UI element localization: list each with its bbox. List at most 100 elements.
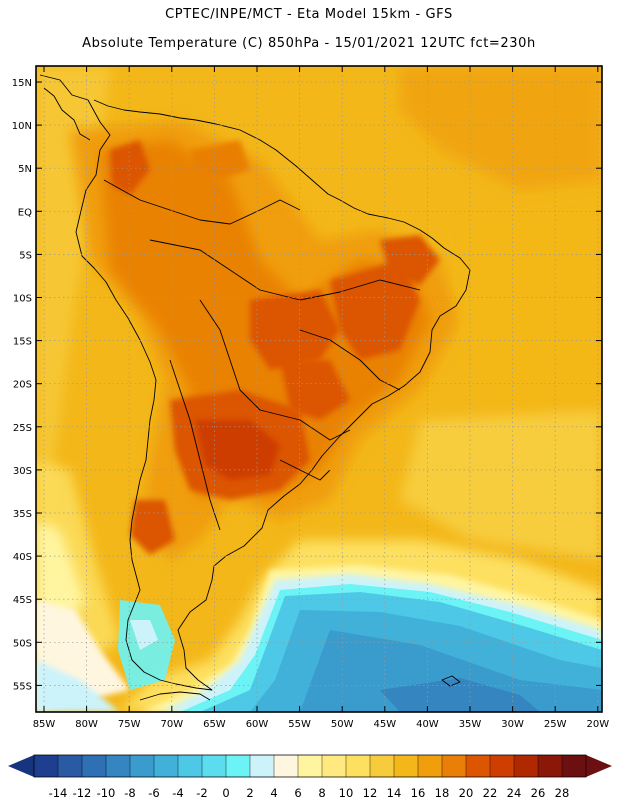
lat-label: 5S xyxy=(19,250,32,261)
colorbar-segment xyxy=(321,754,347,778)
axis-ticks xyxy=(36,66,602,712)
lon-label: 50W xyxy=(331,719,354,730)
colorbar-segment xyxy=(345,754,371,778)
border-uruguay xyxy=(279,459,331,481)
border-andes xyxy=(169,359,221,531)
field-hot-east-brazil xyxy=(330,260,420,360)
lon-label: 80W xyxy=(75,719,98,730)
colorbar-segment xyxy=(249,754,275,778)
border-brazil-states xyxy=(299,329,401,391)
lat-label: 45S xyxy=(13,595,32,606)
lat-label: 55S xyxy=(13,681,32,692)
lat-label: 15N xyxy=(12,78,32,89)
field-hot-andes-south xyxy=(130,500,175,555)
lon-label: 25W xyxy=(544,719,567,730)
colorbar-segment xyxy=(465,754,491,778)
lon-label: 70W xyxy=(160,719,183,730)
field-north-atlantic xyxy=(400,66,602,190)
colorbar-label: 18 xyxy=(435,786,450,800)
colorbar-segment xyxy=(393,754,419,778)
field-hot-colombia xyxy=(110,140,150,195)
lat-label: EQ xyxy=(18,207,32,218)
field-hot-central-brazil xyxy=(250,290,340,370)
latitude-axis: 15N 10N 5N EQ 5S 10S 15S 20S 25S 30S 35S… xyxy=(12,78,32,692)
coastline-falklands xyxy=(441,675,461,687)
colorbar-label: 24 xyxy=(507,786,522,800)
colorbar-segment xyxy=(489,754,515,778)
colorbar-segment xyxy=(81,754,107,778)
colorbar-label: -6 xyxy=(148,786,159,800)
colorbar-label: 14 xyxy=(387,786,402,800)
map-title-line2: Absolute Temperature (C) 850hPa - 15/01/… xyxy=(82,36,536,51)
colorbar-segments xyxy=(33,754,587,778)
lon-label: 55W xyxy=(288,719,311,730)
coastline-south-america xyxy=(39,74,471,691)
lat-label: 30S xyxy=(13,466,32,477)
lat-label: 10S xyxy=(13,294,32,305)
lon-label: 45W xyxy=(373,719,396,730)
field-hot-venezuela xyxy=(190,140,250,180)
colorbar-segment xyxy=(369,754,395,778)
colorbar-segment xyxy=(417,754,443,778)
colorbar-frame xyxy=(33,754,587,778)
lon-label: 65W xyxy=(203,719,226,730)
lon-label: 35W xyxy=(459,719,482,730)
colorbar-segment xyxy=(273,754,299,778)
colorbar-label: 20 xyxy=(459,786,474,800)
temperature-field xyxy=(36,66,602,712)
map-title-line1: CPTEC/INPE/MCT - Eta Model 15km - GFS xyxy=(165,7,453,22)
colorbar-label: 10 xyxy=(339,786,354,800)
lat-label: 15S xyxy=(13,337,32,348)
lon-label: 85W xyxy=(33,719,56,730)
lon-label: 60W xyxy=(246,719,269,730)
coastlines xyxy=(39,74,471,701)
border-paraguay xyxy=(199,299,351,441)
colorbar-label: 28 xyxy=(555,786,570,800)
colorbar-label: 6 xyxy=(294,786,301,800)
field-hot-northeast xyxy=(380,235,440,285)
colorbar-segment xyxy=(153,754,179,778)
colorbar-label: 4 xyxy=(270,786,277,800)
field-extreme-chaco xyxy=(195,420,280,480)
colorbar-label: -12 xyxy=(73,786,92,800)
lat-label: 10N xyxy=(12,121,32,132)
colorbar-label: -8 xyxy=(124,786,135,800)
colorbar-segment xyxy=(561,754,587,778)
colorbar-segment xyxy=(537,754,563,778)
border-north xyxy=(103,179,301,225)
lat-label: 50S xyxy=(13,638,32,649)
colorbar-label: 12 xyxy=(363,786,378,800)
colorbar-label: -2 xyxy=(196,786,207,800)
field-atlantic-mid xyxy=(450,200,602,430)
field-hot-south-central xyxy=(280,360,350,420)
colorbar-segment xyxy=(57,754,83,778)
colorbar-labels: -14 -12 -10 -8 -6 -4 -2 0 2 4 6 8 10 12 … xyxy=(49,786,570,800)
colorbar-under-arrow xyxy=(8,755,34,777)
colorbar-segment xyxy=(513,754,539,778)
colorbar-segment xyxy=(129,754,155,778)
field-sw-colder xyxy=(36,660,120,712)
colorbar-label: -4 xyxy=(172,786,183,800)
colorbar-segment xyxy=(297,754,323,778)
lon-label: 20W xyxy=(586,719,609,730)
colorbar-segment xyxy=(441,754,467,778)
colorbar-segment xyxy=(201,754,227,778)
colorbar-segment xyxy=(33,754,59,778)
lon-label: 75W xyxy=(118,719,141,730)
lat-label: 35S xyxy=(13,509,32,520)
coastline-central-america xyxy=(43,87,91,141)
colorbar-label: 16 xyxy=(411,786,426,800)
lon-label: 40W xyxy=(416,719,439,730)
field-south-atlantic-minus6 xyxy=(380,678,540,712)
colorbar-segment xyxy=(177,754,203,778)
colorbar-segment xyxy=(105,754,131,778)
colorbar-label: -10 xyxy=(97,786,116,800)
colorbar-label: 26 xyxy=(531,786,546,800)
field-patagonia-cold-core xyxy=(130,620,158,650)
lat-label: 5N xyxy=(18,164,32,175)
coastline-tierra-del-fuego xyxy=(139,691,211,701)
longitude-axis: 85W 80W 75W 70W 65W 60W 55W 50W 45W 40W … xyxy=(33,719,610,730)
colorbar-label: 8 xyxy=(318,786,325,800)
colorbar-over-arrow xyxy=(586,755,612,777)
